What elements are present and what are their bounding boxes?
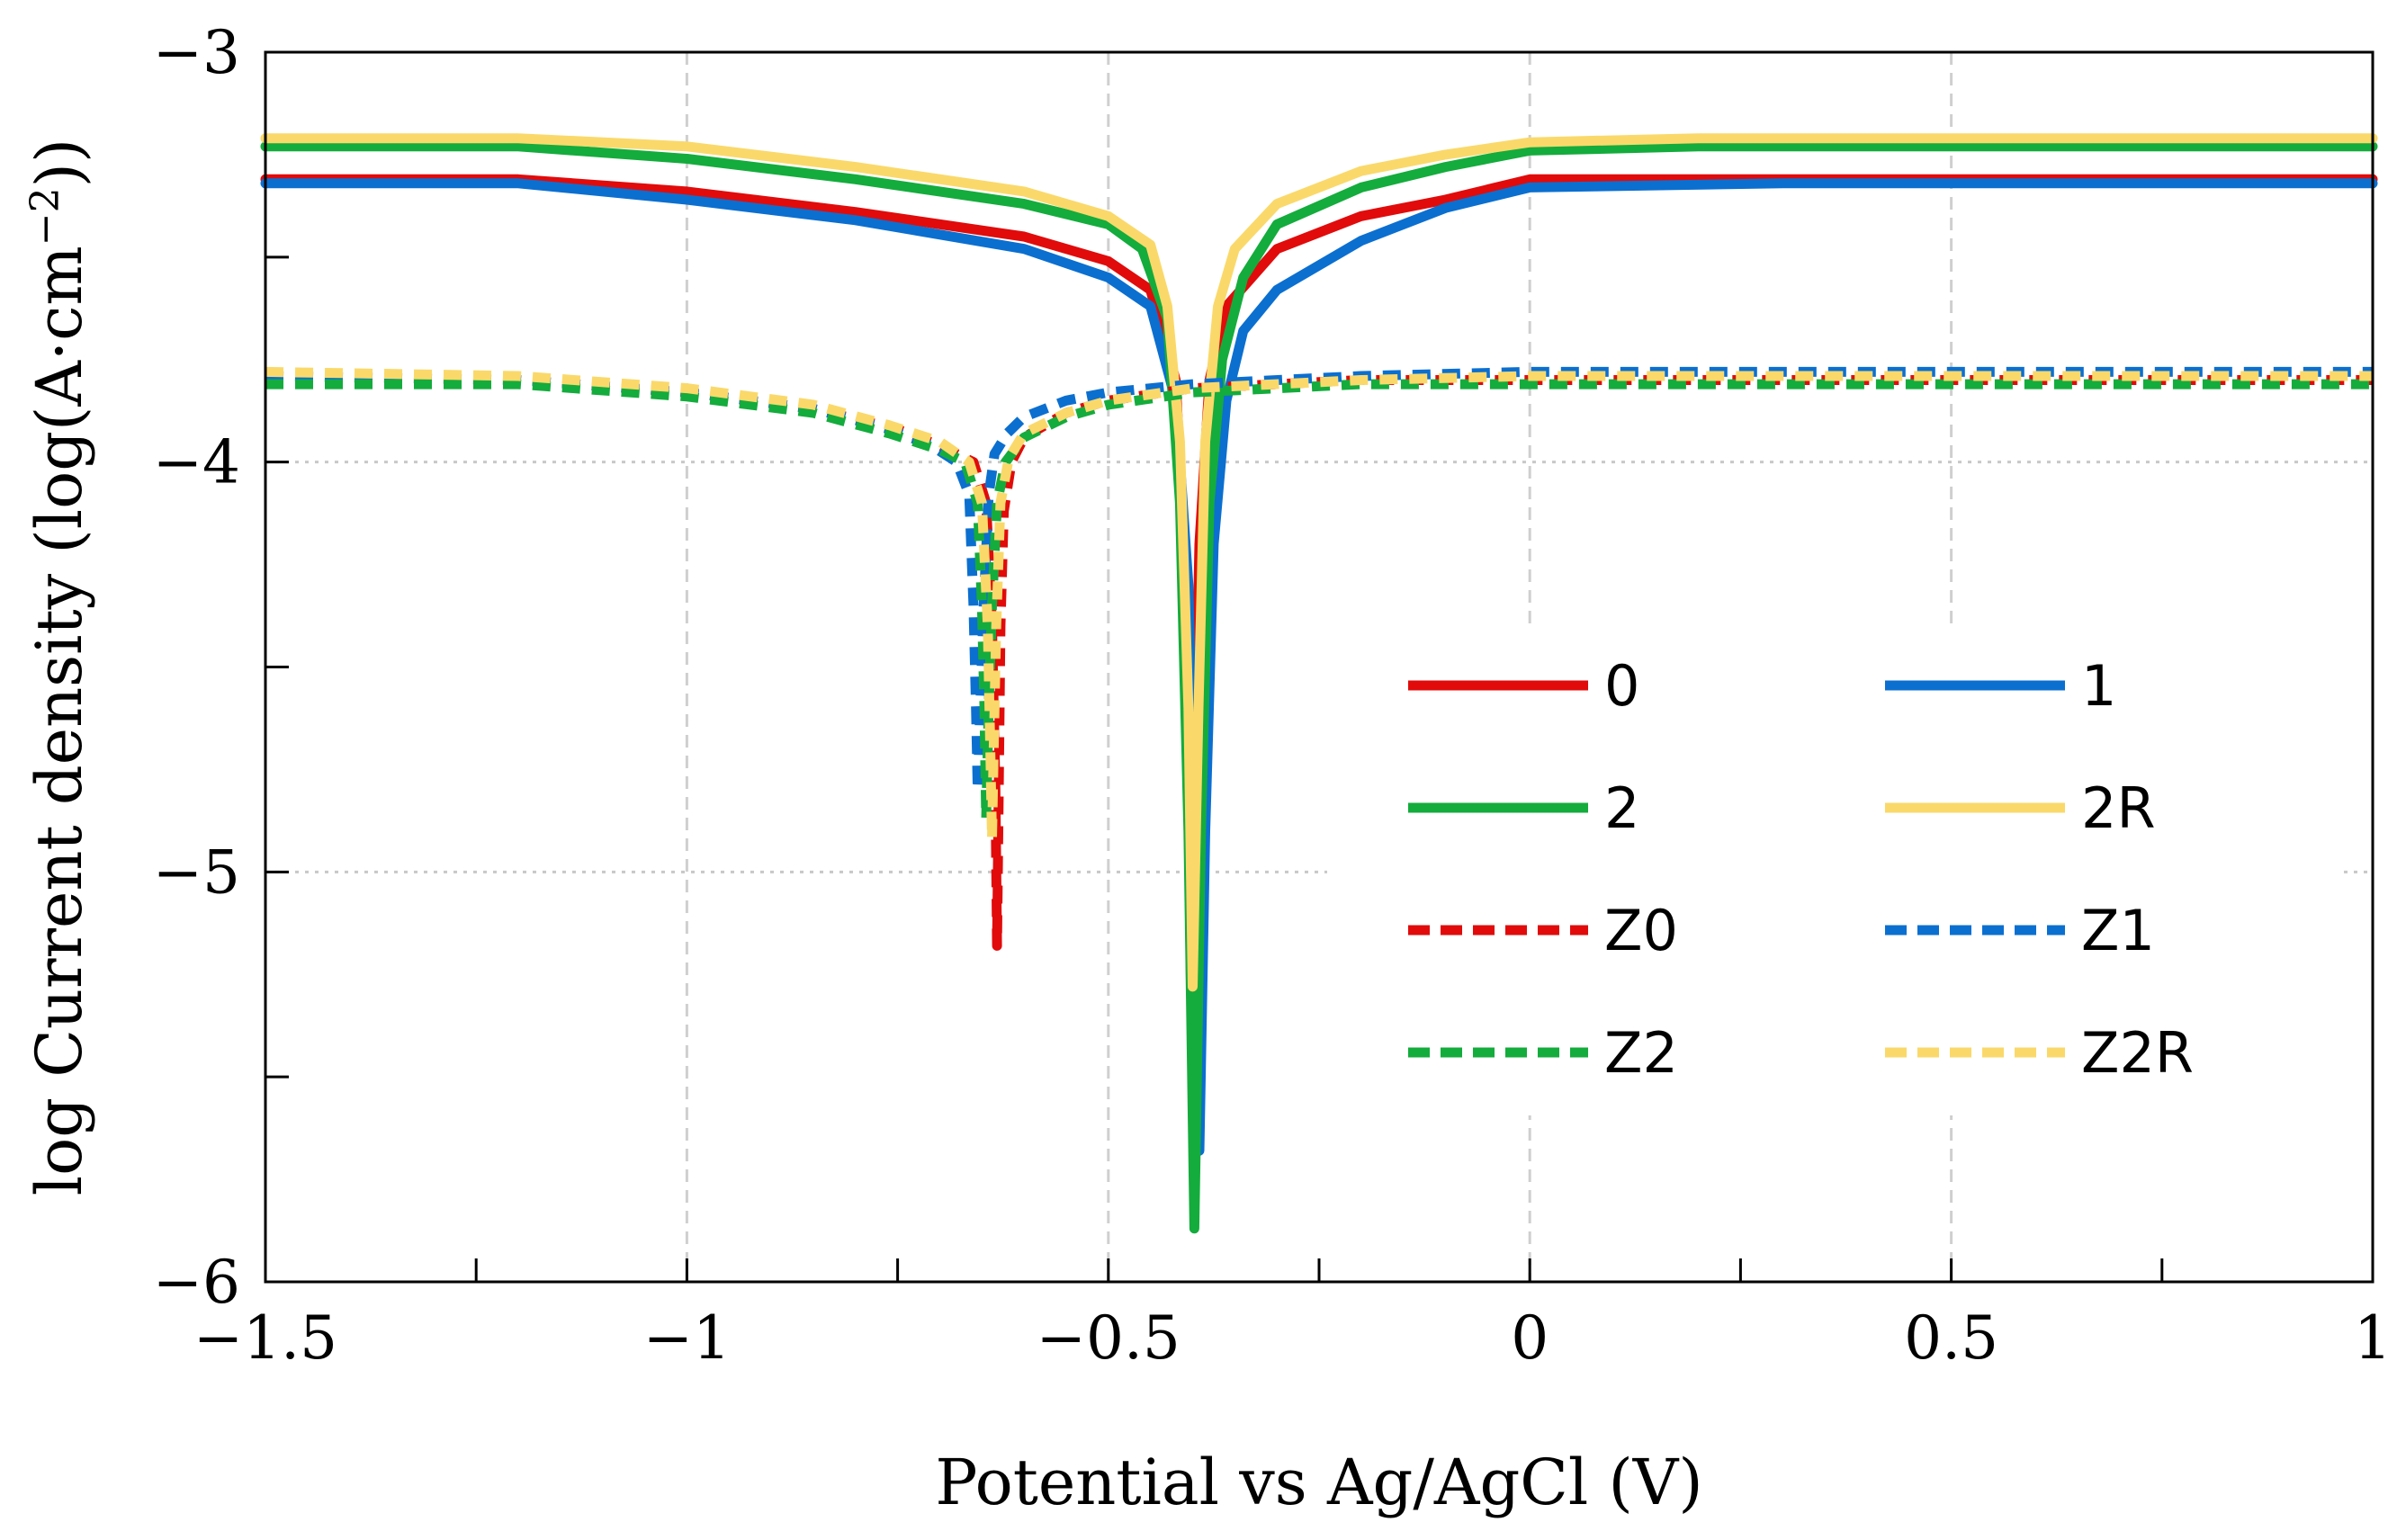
x-tick-label: −0.5 <box>1037 1303 1181 1373</box>
legend: 0 1 2 2R Z0 Z1 Z2 Z2R <box>1408 653 2194 1086</box>
legend-label-z1: Z1 <box>2081 898 2155 963</box>
y-tick-label: −6 <box>153 1248 240 1317</box>
legend-label-1: 1 <box>2081 653 2116 719</box>
legend-label-z2r: Z2R <box>2081 1020 2194 1086</box>
legend-label-2: 2 <box>1604 775 1639 841</box>
legend-label-0: 0 <box>1604 653 1639 719</box>
series-line-z2r <box>265 366 2373 845</box>
y-axis-title-end: )) <box>22 139 96 188</box>
y-axis-title: log Current density (log(A·cm−2)) <box>22 139 97 1195</box>
legend-label-2r: 2R <box>2081 775 2156 841</box>
x-tick-label: 0.5 <box>1904 1303 1998 1373</box>
legend-label-z0: Z0 <box>1604 898 1678 963</box>
y-axis-title-superscript: −2 <box>22 187 68 246</box>
y-tick-label: −3 <box>153 18 240 87</box>
y-tick-label: −5 <box>153 837 240 907</box>
x-tick-label: −1.5 <box>193 1303 337 1373</box>
legend-label-z2: Z2 <box>1604 1020 1678 1086</box>
legend-background <box>1327 630 2344 1115</box>
series-line-2r <box>260 133 2378 992</box>
y-axis-title-main: log Current density (log(A·cm <box>22 246 96 1195</box>
x-tick-label: −1 <box>643 1303 731 1373</box>
series-lines <box>260 133 2378 1234</box>
series-line-2 <box>260 141 2378 1234</box>
x-axis-title: Potential vs Ag/AgCl (V) <box>935 1446 1702 1519</box>
axis-ticks: −1.5 −1 −0.5 0 0.5 1 −3 −4 −5 −6 <box>153 18 2392 1373</box>
y-tick-label: −4 <box>153 428 240 497</box>
x-tick-label: 0 <box>1511 1303 1549 1373</box>
x-tick-label: 1 <box>2354 1303 2392 1373</box>
